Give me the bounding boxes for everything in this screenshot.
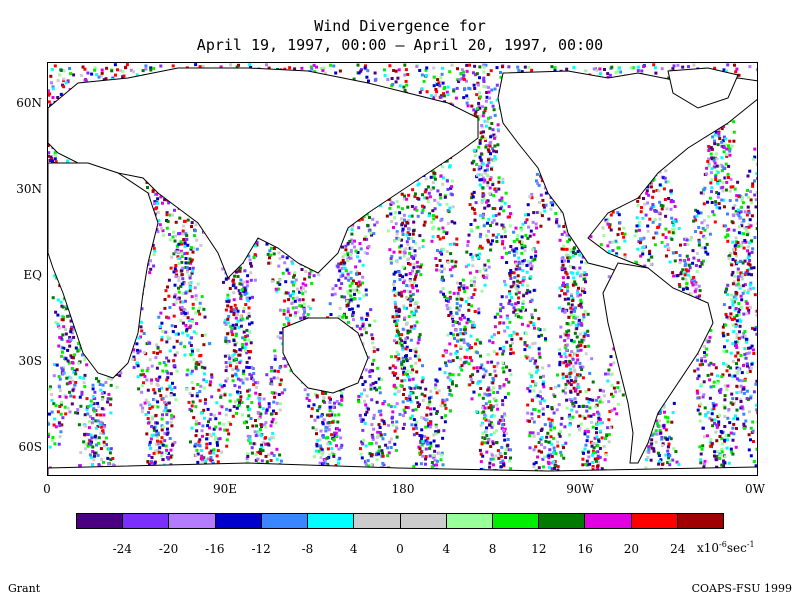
lat-label-eq: EQ — [23, 268, 42, 282]
color-scale-cell — [446, 514, 493, 528]
color-scale-tick-label: -8 — [301, 542, 314, 556]
color-scale-cell — [261, 514, 309, 528]
lat-label-30s: 30S — [18, 354, 43, 368]
color-scale-cell — [585, 514, 632, 528]
map-panel — [47, 62, 758, 476]
color-scale-cell — [400, 514, 447, 528]
color-scale-cell — [308, 514, 355, 528]
color-scale-tick-label: -16 — [205, 542, 225, 556]
australia — [282, 317, 369, 394]
color-scale-tick-label: 24 — [670, 542, 686, 556]
color-scale-tick-label: -12 — [251, 542, 271, 556]
color-scale-tick-label: 16 — [577, 542, 593, 556]
south-america — [602, 262, 714, 464]
color-scale-cell — [631, 514, 678, 528]
lon-label-90e: 90E — [212, 482, 238, 496]
antarctica — [48, 462, 757, 475]
map-title-line2: April 19, 1997, 00:00 – April 20, 1997, … — [196, 36, 604, 54]
color-scale-tick-label: 4 — [442, 542, 451, 556]
greenland — [667, 67, 739, 109]
color-scale-cell — [492, 514, 540, 528]
lon-label-90w: 90W — [566, 482, 594, 496]
world-map — [48, 63, 757, 475]
author-credit: Grant — [8, 582, 41, 595]
color-scale-cell — [354, 514, 401, 528]
lat-label-30n: 30N — [16, 182, 42, 196]
color-scale-cell — [677, 514, 724, 528]
lon-label-0w: 0W — [745, 482, 765, 496]
color-scale-tick-label: 0 — [396, 542, 404, 556]
color-scale-tick-label: -20 — [158, 542, 179, 556]
color-scale-bar — [76, 513, 724, 529]
color-scale-tick-label: 4 — [349, 542, 358, 556]
color-scale-cell — [77, 514, 124, 528]
color-scale-cell — [539, 514, 586, 528]
lon-label-180: 180 — [391, 482, 415, 496]
color-scale-tick-label: 20 — [623, 542, 640, 556]
color-scale-tick-label: 12 — [531, 542, 547, 556]
africa — [48, 162, 159, 379]
eurasia — [48, 67, 479, 279]
organization-credit: COAPS-FSU 1999 — [691, 582, 792, 595]
lat-label-60s: 60S — [18, 440, 43, 454]
lon-label-0: 0 — [43, 482, 51, 496]
lat-label-60n: 60N — [16, 96, 42, 110]
map-title-line1: Wind Divergence for — [314, 17, 486, 35]
units-label: x10-6sec-1 — [697, 540, 755, 555]
color-scale-tick-label: -24 — [112, 542, 132, 556]
color-scale-tick-label: 8 — [488, 542, 497, 556]
color-scale-cell — [123, 514, 170, 528]
color-scale-cell — [169, 514, 216, 528]
continents — [48, 67, 757, 475]
color-scale-cell — [215, 514, 262, 528]
